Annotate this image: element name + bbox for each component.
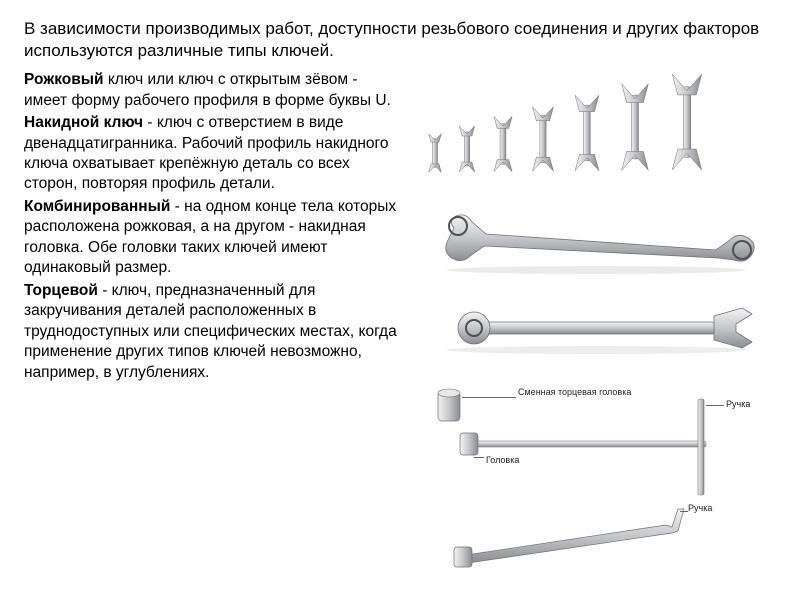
open-end-wrench-icon [570, 92, 604, 179]
label-handle-1: Ручка [726, 399, 750, 409]
type-nakidnoy-name: Накидной ключ [24, 114, 143, 131]
type-nakidnoy: Накидной ключ - ключ с отверстием в виде… [24, 113, 404, 195]
open-end-wrench-icon [456, 124, 478, 179]
type-kombi-name: Комбинированный [24, 198, 170, 215]
type-kombi: Комбинированный - на одном конце тела ко… [24, 197, 404, 279]
leader-line [462, 397, 516, 398]
open-end-wrench-row [426, 70, 708, 179]
type-rozhkovy-name: Рожковый [24, 71, 104, 88]
image-column: Сменная торцевая головка Ручка Головка Р… [416, 70, 776, 385]
open-end-wrench-icon [490, 114, 516, 179]
leader-line [474, 457, 484, 458]
label-head: Головка [486, 455, 519, 465]
type-tortsevoy: Торцевой - ключ, предназначенный для зак… [24, 281, 404, 383]
socket-wrench-illustration: Сменная торцевая головка Ручка Головка Р… [426, 385, 756, 585]
combination-wrench-illustration [436, 300, 756, 365]
leader-line [706, 405, 724, 406]
intro-text: В зависимости производимых работ, доступ… [24, 18, 776, 62]
leader-line [680, 511, 688, 512]
text-column: Рожковый ключ или ключ с открытым зёвом … [24, 70, 404, 385]
content-row: Рожковый ключ или ключ с открытым зёвом … [24, 70, 776, 385]
type-rozhkovy: Рожковый ключ или ключ с открытым зёвом … [24, 70, 404, 111]
label-socket: Сменная торцевая головка [518, 387, 631, 397]
open-end-wrench-icon [528, 104, 558, 179]
label-handle-2: Ручка [688, 503, 712, 513]
open-end-wrench-icon [616, 80, 654, 179]
open-end-wrench-icon [666, 70, 708, 179]
type-tortsevoy-name: Торцевой [24, 282, 98, 299]
open-end-wrench-icon [426, 132, 444, 179]
ring-wrench-illustration [426, 210, 766, 285]
